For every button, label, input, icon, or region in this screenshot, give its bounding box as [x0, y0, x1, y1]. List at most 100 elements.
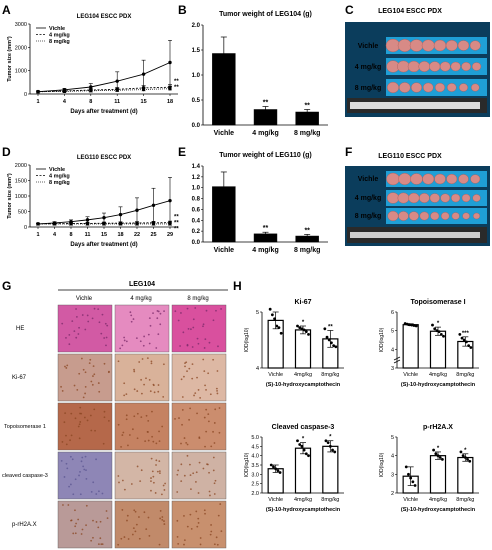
- histology-nucleus: [194, 307, 197, 309]
- histology-nucleus: [178, 417, 180, 419]
- histology-nucleus: [91, 383, 94, 386]
- panel-label-a: A: [2, 3, 11, 17]
- histology-nucleus: [135, 337, 138, 340]
- data-point: [102, 221, 106, 226]
- histology-nucleus: [117, 423, 120, 426]
- histology-nucleus: [192, 326, 195, 329]
- histology-image: [57, 402, 113, 451]
- histology-nucleus: [126, 519, 128, 522]
- tumor-specimen: [447, 83, 457, 92]
- histology-nucleus: [78, 474, 80, 477]
- histology-nucleus: [181, 396, 184, 398]
- histology-nucleus: [191, 377, 194, 380]
- histology-nucleus: [136, 465, 139, 468]
- histology-nucleus: [136, 437, 139, 440]
- histology-nucleus: [207, 413, 210, 416]
- tumor-specimen: [398, 211, 409, 221]
- histology-nucleus: [203, 509, 206, 512]
- histology-nucleus: [142, 344, 145, 347]
- data-point: [275, 324, 279, 328]
- histology-nucleus: [97, 308, 100, 311]
- histology-nucleus: [150, 360, 153, 363]
- histology-nucleus: [209, 533, 212, 536]
- y-tick-label: 0.6: [192, 207, 201, 213]
- histology-nucleus: [135, 523, 138, 526]
- tumor-specimen: [418, 193, 430, 203]
- histology-nucleus: [134, 530, 137, 533]
- histology-nucleus: [156, 317, 159, 320]
- histology-nucleus: [61, 322, 64, 325]
- data-point: [332, 344, 336, 347]
- histology-nucleus: [66, 467, 69, 470]
- tumor-specimen: [418, 61, 431, 72]
- histology-nucleus: [157, 333, 160, 336]
- data-point: [441, 458, 444, 461]
- bar: [253, 233, 278, 243]
- data-point: [409, 476, 413, 480]
- histology-image: [171, 451, 227, 500]
- histology-nucleus: [161, 518, 164, 521]
- histology-nucleus: [148, 317, 151, 320]
- tumor-specimen: [397, 192, 410, 204]
- data-point: [465, 340, 468, 344]
- histology-nucleus: [120, 537, 123, 540]
- histology-nucleus: [186, 454, 189, 457]
- histology-nucleus: [202, 323, 205, 326]
- y-tick-label: 0.2: [192, 229, 201, 235]
- histology-nucleus: [95, 521, 98, 523]
- histology-nucleus: [138, 537, 141, 540]
- histology-nucleus: [147, 516, 150, 519]
- histology-nucleus: [84, 392, 86, 395]
- histology-nucleus: [195, 471, 198, 474]
- histology-nucleus: [192, 318, 195, 321]
- y-tick-label: 2.0: [251, 491, 259, 497]
- histology-nucleus: [121, 344, 124, 347]
- data-point: [300, 327, 304, 331]
- bar: [212, 186, 236, 243]
- histology-nucleus: [183, 515, 185, 517]
- tumor-specimen: [423, 82, 434, 93]
- axis-break-mark: [393, 356, 401, 364]
- histology-nucleus: [147, 333, 150, 336]
- category-label: 8mg/kg: [456, 497, 474, 503]
- histology-nucleus: [133, 370, 136, 373]
- tumor-specimen: [451, 193, 461, 203]
- histology-nucleus: [67, 504, 70, 506]
- tumor-specimen: [408, 192, 420, 204]
- histology-col-4mg: 4 mg/kg: [130, 296, 151, 302]
- histology-nucleus: [133, 368, 135, 371]
- histology-nucleus: [97, 526, 100, 529]
- data-point: [89, 85, 93, 89]
- histology-nucleus: [123, 488, 126, 491]
- histology-image: [114, 304, 170, 353]
- histology-nucleus: [132, 527, 135, 530]
- histology-nucleus: [147, 439, 150, 442]
- histology-nucleus: [216, 370, 219, 372]
- photo-row-label-vehicle: Vichle: [358, 43, 379, 50]
- histology-nucleus: [202, 325, 204, 328]
- tumor-specimen: [399, 82, 411, 93]
- histology-nucleus: [91, 317, 94, 320]
- histology-nucleus: [155, 347, 158, 349]
- histology-nucleus: [159, 312, 162, 315]
- category-label: Vichle: [403, 497, 418, 503]
- histology-nucleus: [65, 434, 67, 437]
- histology-nucleus: [162, 484, 165, 487]
- y-tick-label: 4: [256, 366, 259, 372]
- x-tick-label: 4: [63, 99, 67, 105]
- y-tick-label: 1.2: [192, 175, 201, 181]
- x-axis-title: Days after treatment (d): [70, 109, 137, 115]
- histology-nucleus: [89, 414, 92, 417]
- histology-nucleus: [133, 388, 136, 391]
- histology-nucleus: [217, 345, 219, 348]
- histology-nucleus: [199, 543, 202, 546]
- histology-nucleus: [101, 313, 104, 316]
- histology-nucleus: [138, 516, 140, 518]
- tumor-photo-leg104: LEG104 ESCC PDX Vichle 4 mg/kg 8 mg/kg: [345, 8, 490, 117]
- histology-nucleus: [80, 357, 83, 360]
- data-point: [168, 198, 172, 203]
- histology-nucleus: [150, 489, 152, 492]
- histology-nucleus: [158, 460, 161, 463]
- panel-label-d: D: [2, 145, 11, 159]
- x-axis-title: (S)-10-hydroxycamptothecin: [401, 507, 476, 513]
